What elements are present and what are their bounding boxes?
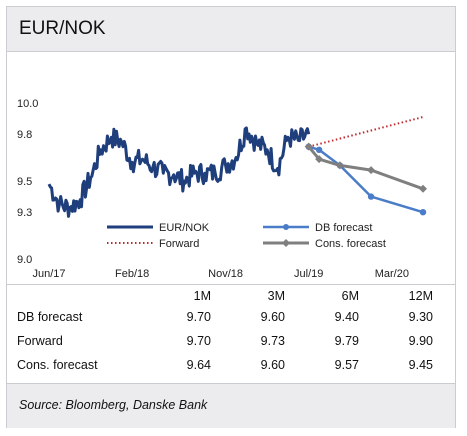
x-tick-label: Jun/17 bbox=[32, 268, 65, 280]
table-cell: 9.90 bbox=[408, 334, 433, 348]
line-chart: 9.0 9.3 9.5 9.8 10.0 Jun/17 Feb/18 Nov/18 Jul/1… bbox=[17, 98, 427, 280]
series-layer bbox=[47, 116, 427, 218]
legend: EUR/NOK Forward DB forecast Cons. forecast bbox=[107, 222, 386, 250]
table-row: DB forecast 9.70 9.60 9.40 9.30 bbox=[13, 305, 445, 329]
source-bar: Source: Bloomberg, Danske Bank bbox=[7, 383, 455, 428]
y-axis: 9.0 9.3 9.5 9.8 10.0 bbox=[17, 98, 38, 266]
point-db-forecast bbox=[315, 146, 323, 153]
legend-marker-db-forecast bbox=[283, 224, 289, 230]
series-line-db-forecast bbox=[308, 145, 424, 214]
y-tick-label: 9.5 bbox=[17, 176, 32, 188]
title-bar: EUR/NOK bbox=[7, 7, 455, 51]
point-db-forecast bbox=[419, 209, 427, 216]
point-cons-forecast bbox=[304, 142, 313, 151]
point-cons-forecast bbox=[335, 161, 344, 170]
table-header-12m: 12M bbox=[408, 289, 433, 303]
point-cons-forecast bbox=[315, 155, 324, 164]
series-line-eur-nok bbox=[47, 126, 311, 218]
x-tick-label: Nov/18 bbox=[208, 268, 243, 280]
table-cell: 9.40 bbox=[334, 310, 359, 324]
table-divider bbox=[7, 284, 455, 285]
legend-label-cons-forecast: Cons. forecast bbox=[315, 238, 386, 250]
x-tick-label: Jul/19 bbox=[294, 268, 323, 280]
series-line-cons-forecast bbox=[307, 145, 424, 191]
table-cell: 9.60 bbox=[260, 358, 285, 372]
legend-label-forward: Forward bbox=[159, 238, 199, 250]
point-cons-forecast bbox=[419, 184, 427, 193]
forecast-table: 1M 3M 6M 12M DB forecast 9.70 9.60 9.40 … bbox=[13, 287, 445, 377]
y-tick-label: 9.3 bbox=[17, 207, 32, 219]
table-cell: 9.45 bbox=[408, 358, 433, 372]
x-tick-label: Feb/18 bbox=[115, 268, 149, 280]
chart-panel: EUR/NOK 9.0 9.3 9.5 9.8 10.0 Jun/17 Feb/18 Nov… bbox=[6, 6, 456, 428]
row-label: Cons. forecast bbox=[17, 358, 98, 372]
y-tick-label: 10.0 bbox=[17, 98, 38, 110]
table-cell: 9.70 bbox=[186, 310, 211, 324]
table-header-6m: 6M bbox=[341, 289, 359, 303]
row-label: DB forecast bbox=[17, 310, 83, 324]
row-label: Forward bbox=[17, 334, 63, 348]
table-header-1m: 1M bbox=[193, 289, 211, 303]
series-line-forward bbox=[308, 116, 424, 148]
point-db-forecast bbox=[367, 193, 375, 200]
title-divider bbox=[7, 51, 455, 52]
x-tick-label: Mar/20 bbox=[375, 268, 409, 280]
legend-label-db-forecast: DB forecast bbox=[315, 222, 372, 234]
table-cell: 9.30 bbox=[408, 310, 433, 324]
legend-marker-cons-forecast bbox=[282, 239, 290, 247]
table-cell: 9.79 bbox=[334, 334, 359, 348]
source-note: Source: Bloomberg, Danske Bank bbox=[19, 398, 208, 412]
table-header-corner bbox=[13, 287, 149, 305]
y-tick-label: 9.8 bbox=[17, 129, 32, 141]
table-row: Cons. forecast 9.64 9.60 9.57 9.45 bbox=[13, 353, 445, 377]
table-row: Forward 9.70 9.73 9.79 9.90 bbox=[13, 329, 445, 353]
legend-label-eur-nok: EUR/NOK bbox=[159, 222, 210, 234]
point-cons-forecast bbox=[367, 166, 376, 175]
table-cell: 9.60 bbox=[260, 310, 285, 324]
y-tick-label: 9.0 bbox=[17, 254, 32, 266]
chart-title: EUR/NOK bbox=[19, 18, 106, 39]
table-cell: 9.73 bbox=[260, 334, 285, 348]
table-header-3m: 3M bbox=[267, 289, 285, 303]
table-cell: 9.64 bbox=[186, 358, 211, 372]
table-cell: 9.57 bbox=[334, 358, 359, 372]
table-header-row: 1M 3M 6M 12M bbox=[13, 287, 445, 305]
x-axis: Jun/17 Feb/18 Nov/18 Jul/19 Mar/20 bbox=[32, 268, 408, 280]
table-cell: 9.70 bbox=[186, 334, 211, 348]
